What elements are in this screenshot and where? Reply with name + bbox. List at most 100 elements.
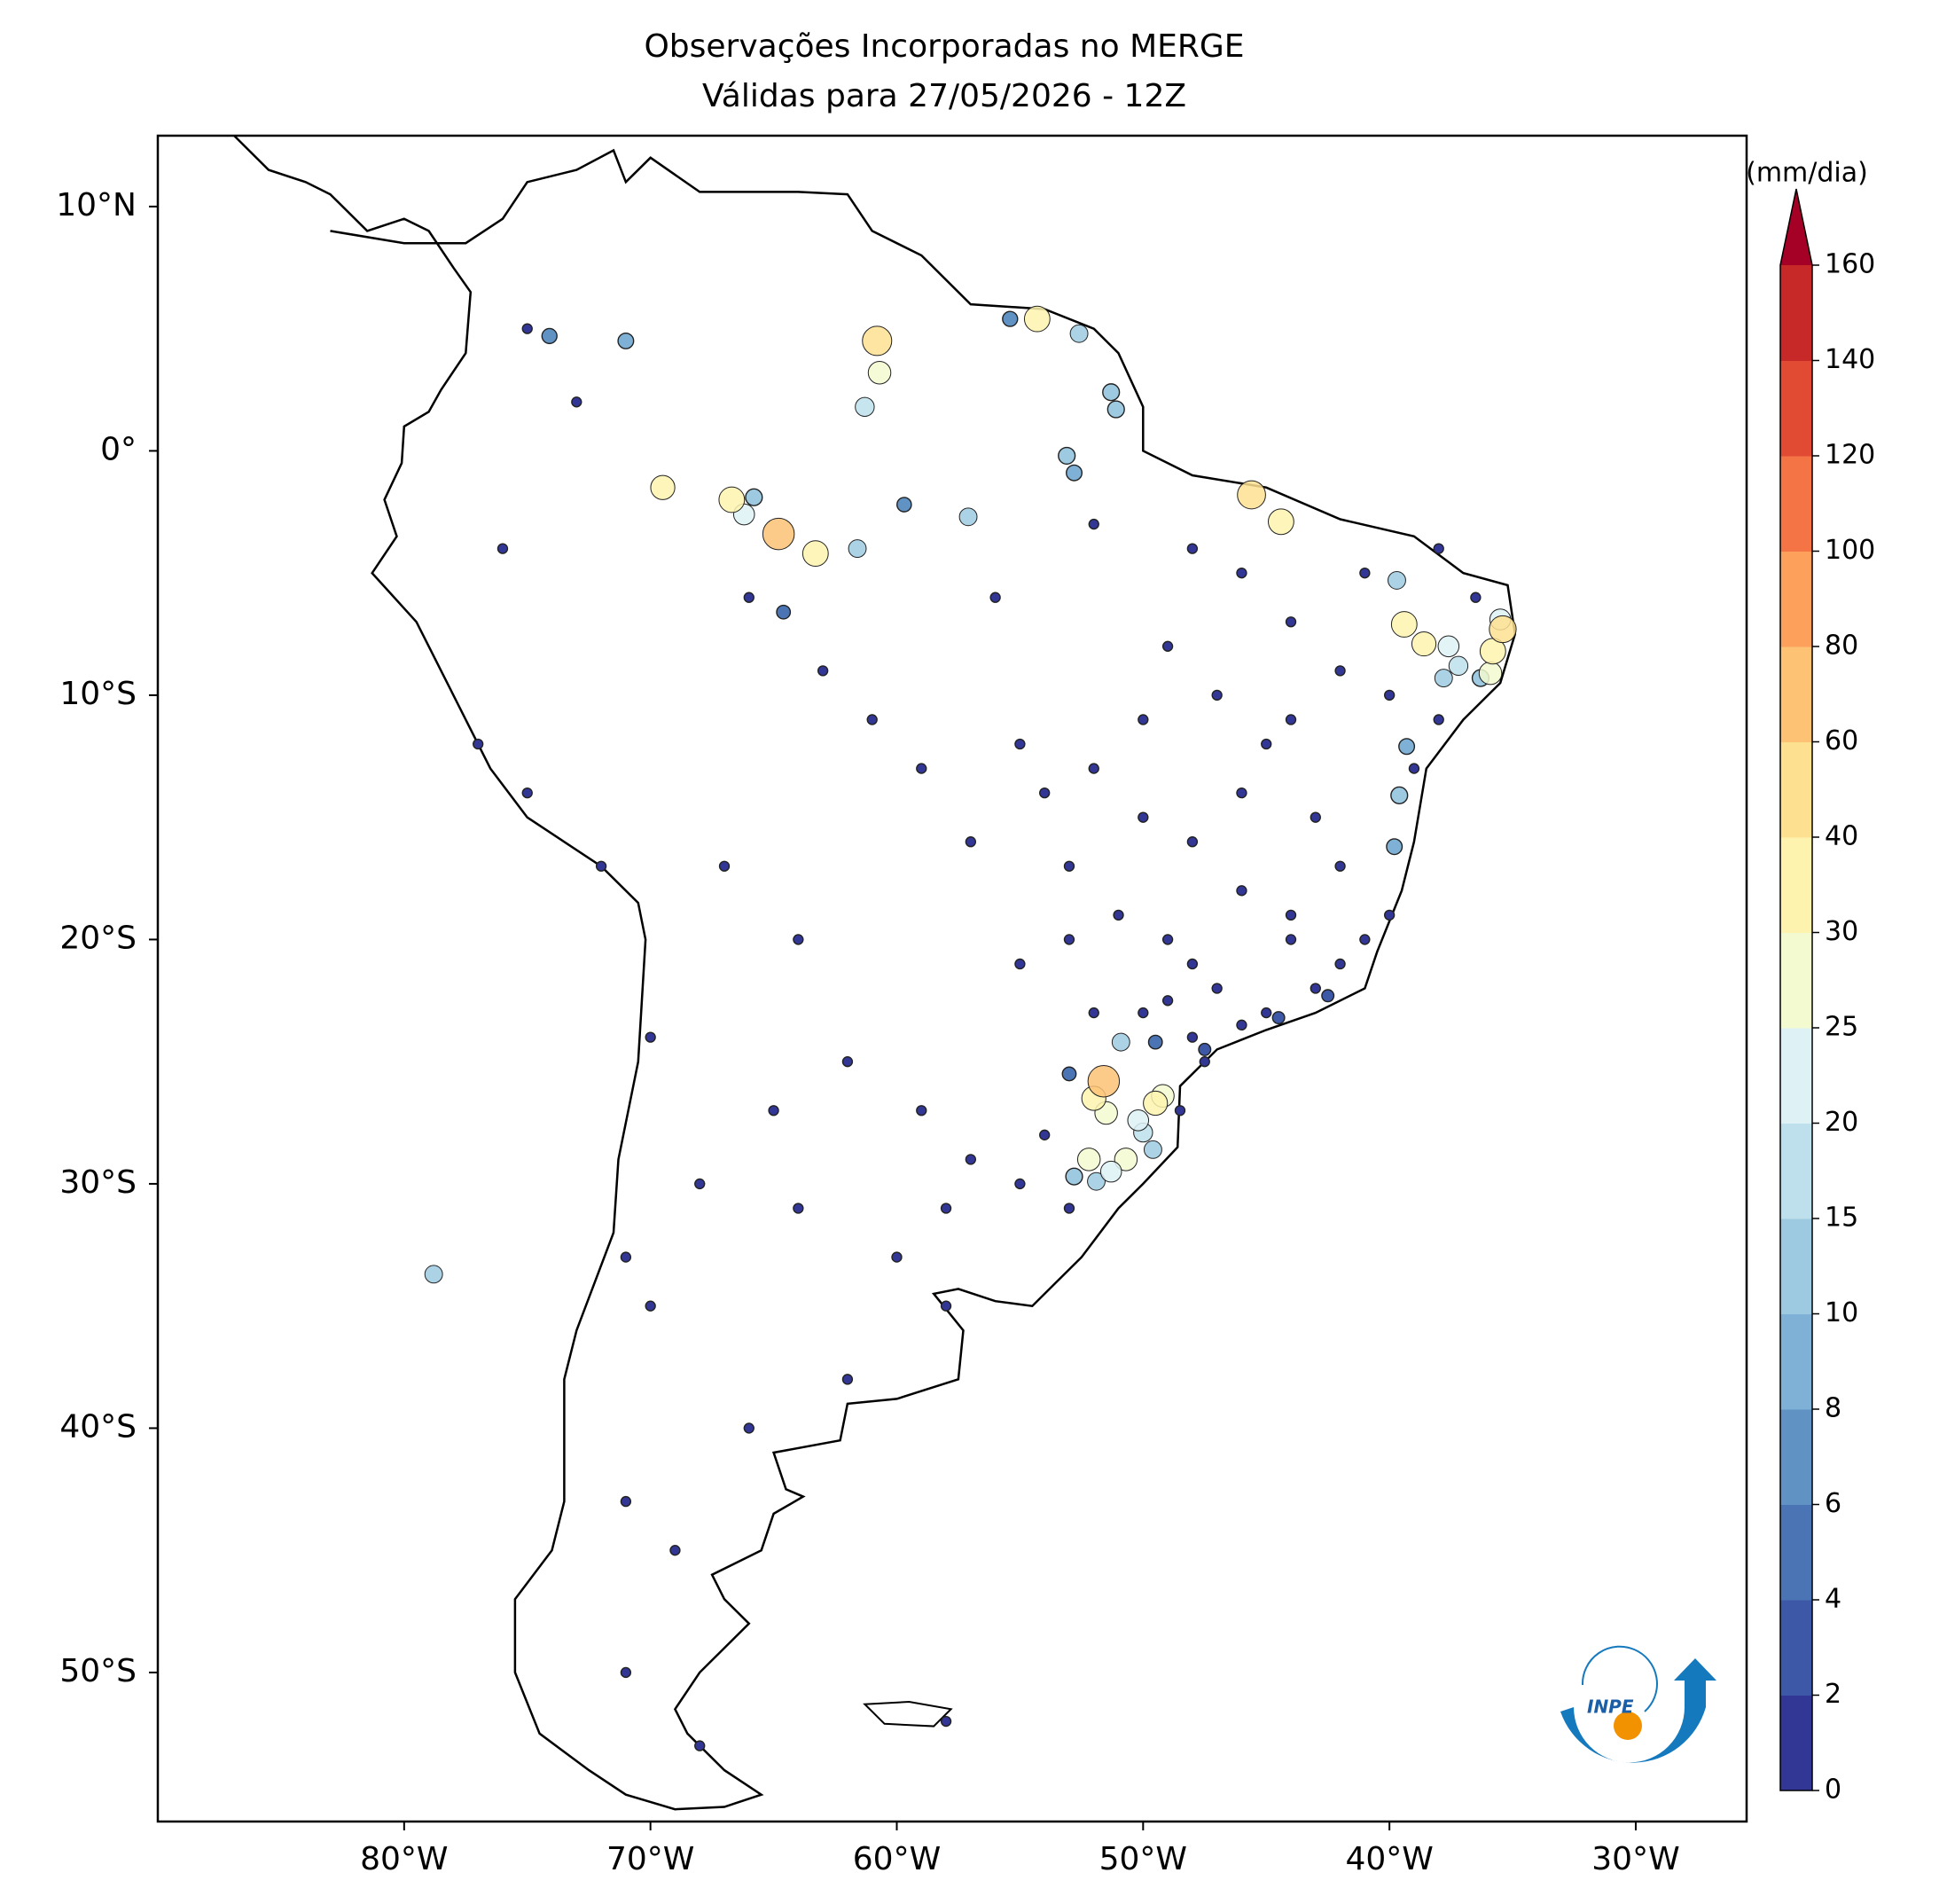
station [1478,661,1503,686]
colorbar-tick-label: 40 [1825,821,1858,852]
colorbar-tick-label: 10 [1825,1297,1858,1328]
station [1334,958,1346,970]
colorbar-tick-label: 0 [1825,1775,1841,1806]
station [1383,909,1396,921]
station [1261,738,1272,750]
station [1271,1011,1286,1025]
station [1434,669,1453,688]
station [1014,958,1026,970]
colorbar-tick-label: 80 [1825,631,1858,662]
station [1063,1203,1075,1214]
colorbar-segment [1780,360,1812,457]
station [521,787,533,799]
station [1470,592,1482,603]
station [1383,689,1396,701]
map-frame [156,134,1748,1823]
station [989,592,1001,603]
x-tick-label: 40°W [1345,1841,1433,1877]
colorbar-tick-label: 60 [1825,725,1858,756]
station [1433,714,1444,725]
station [1111,1032,1130,1052]
y-tick-label: 10°S [59,676,137,712]
station [841,1374,854,1385]
colorbar-tick-label: 30 [1825,916,1858,947]
station [1161,995,1174,1007]
colorbar-tick-label: 6 [1825,1488,1841,1519]
colorbar-tick-label: 140 [1825,344,1875,375]
station [645,1300,656,1312]
colorbar-tick-label: 100 [1825,535,1875,566]
station [1161,640,1174,652]
x-tick-label: 30°W [1591,1841,1679,1877]
colorbar-segment [1780,646,1812,742]
logo-sun [1614,1712,1642,1740]
island [863,1700,953,1728]
station [743,592,754,603]
station [1198,1042,1212,1056]
station [541,327,558,345]
station [1039,1129,1051,1140]
station [1147,1034,1163,1050]
colorbar-extend [1780,189,1812,265]
colorbar-segment [1780,551,1812,647]
station [1237,480,1266,510]
station [841,1056,854,1068]
station [1023,305,1051,333]
colorbar-outline [1779,188,1813,1791]
station [718,860,731,872]
chart-subtitle: Válidas para 27/05/2026 - 12Z [702,78,1186,114]
station [916,763,927,774]
x-tick-label: 60°W [853,1841,941,1877]
station [867,361,892,385]
station [620,1666,632,1679]
station [1386,838,1403,856]
colorbar-tick-label: 8 [1825,1393,1841,1424]
station [1106,400,1125,419]
station [848,539,867,559]
y-tick-label: 50°S [59,1653,137,1689]
x-tick-label: 50°W [1099,1841,1187,1877]
station [1285,934,1297,945]
station [1211,689,1223,701]
station [718,486,746,513]
station [762,517,795,551]
station [916,1105,927,1117]
y-tick-label: 20°S [59,920,137,956]
station [793,1203,804,1214]
station [1058,446,1076,466]
x-tick-label: 80°W [360,1841,448,1877]
station [1285,714,1297,725]
logo-text: INPE [1587,1696,1634,1718]
station [1102,383,1121,402]
station [1388,570,1406,590]
colorbar-tick-label: 160 [1825,249,1875,280]
colorbar-segment [1780,1313,1812,1410]
station [1186,836,1199,848]
station [1039,787,1051,799]
station [817,665,829,677]
station [1014,738,1026,750]
colorbar-segment [1780,1028,1812,1124]
station [694,1740,706,1751]
colorbar-tick-label: 20 [1825,1107,1858,1138]
station [1114,1148,1138,1171]
station [1448,655,1469,677]
station [1199,1056,1210,1068]
station [801,540,829,568]
station [793,934,804,945]
colorbar-segment [1780,1409,1812,1505]
station [1267,508,1294,536]
logo: INPE [1560,1645,1716,1763]
station [1138,811,1149,823]
station [1411,631,1437,657]
station [1236,787,1247,799]
station [1236,885,1247,897]
station [1087,1064,1121,1098]
station [620,1495,632,1508]
y-tick-label: 10°N [56,187,137,223]
colorbar-segment [1780,741,1812,838]
station [1408,763,1420,774]
colorbar-tick-label: 2 [1825,1679,1841,1710]
station [1063,934,1075,945]
